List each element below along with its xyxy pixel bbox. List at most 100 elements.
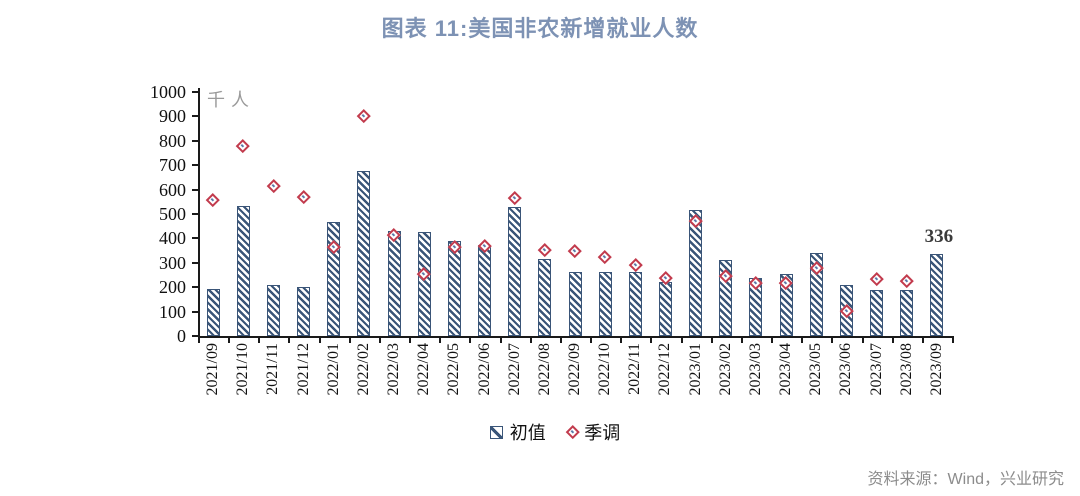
x-axis-tick	[499, 338, 502, 343]
x-axis-tick	[952, 338, 954, 343]
bar-initial-value	[779, 274, 793, 336]
x-axis-tick	[680, 338, 683, 343]
legend-item-initial: 初值	[489, 419, 546, 445]
y-axis-tick	[192, 164, 198, 167]
seasonally-adjusted-marker-icon	[900, 273, 914, 288]
x-axis-tick-label: 2022/08	[535, 343, 553, 396]
x-axis-tick-label: 2022/03	[385, 343, 403, 396]
bar-initial-value	[598, 272, 612, 336]
hatched-bar-swatch-icon	[489, 425, 503, 439]
y-axis-tick-label: 400	[159, 228, 186, 249]
x-axis-tick-label: 2022/12	[656, 343, 674, 396]
bar-initial-value	[900, 290, 914, 336]
x-axis-tick	[650, 338, 653, 343]
x-axis-tick-label: 2022/10	[596, 343, 614, 396]
x-axis-tick	[620, 338, 623, 343]
x-axis-tick-label: 2023/01	[686, 343, 704, 396]
x-axis-tick	[559, 338, 562, 343]
bar-initial-value	[870, 290, 884, 336]
x-axis-tick	[288, 338, 291, 343]
x-axis-tick	[228, 338, 231, 343]
x-axis-tick	[831, 338, 834, 343]
x-axis-tick-label: 2022/09	[566, 343, 583, 396]
x-axis-tick	[710, 338, 713, 343]
bar-initial-value	[387, 230, 401, 336]
y-axis-tick	[192, 261, 198, 264]
y-axis-tick	[192, 188, 198, 191]
seasonally-adjusted-marker-icon	[598, 250, 612, 264]
legend-label-seasonally-adjusted: 季调	[584, 423, 621, 443]
bar-initial-value	[568, 271, 582, 336]
seasonally-adjusted-marker-icon	[568, 243, 582, 258]
x-axis-tick-label: 2023/03	[746, 343, 764, 396]
y-axis-tick	[192, 115, 198, 118]
bar-initial-value	[417, 231, 431, 336]
y-axis	[198, 88, 200, 336]
data-source-note: 资料来源：Wind，兴业研究	[867, 471, 1064, 488]
x-axis-tick-label: 2023/02	[716, 343, 734, 396]
seasonally-adjusted-marker-icon	[628, 258, 643, 272]
chart-legend: 初值 季调	[198, 419, 912, 445]
bar-initial-value	[809, 253, 823, 336]
seasonally-adjusted-marker-icon	[266, 179, 281, 193]
chart-title: 图表 11:美国非农新增就业人数	[381, 16, 699, 41]
seasonally-adjusted-marker-icon	[357, 108, 371, 123]
y-axis-tick	[192, 335, 198, 337]
y-axis-tick-label: 500	[159, 204, 186, 224]
y-axis-unit-label: 千人	[207, 90, 255, 110]
x-axis	[198, 336, 954, 338]
x-axis-tick-label: 2022/02	[354, 343, 372, 396]
x-axis-tick-label: 2023/04	[777, 343, 795, 396]
x-axis-tick-label: 2023/07	[867, 343, 885, 396]
bar-initial-value	[357, 170, 371, 336]
y-axis-tick-label: 100	[159, 301, 186, 322]
bar-initial-value	[297, 287, 311, 336]
bar-initial-value	[538, 259, 552, 336]
seasonally-adjusted-marker-icon	[236, 139, 250, 153]
legend-item-seasonally-adjusted: 季调	[565, 419, 621, 445]
seasonally-adjusted-marker-icon	[206, 193, 220, 207]
y-axis-tick-label: 1000	[150, 82, 186, 102]
seasonally-adjusted-marker-icon	[538, 243, 552, 257]
x-axis-tick	[439, 338, 442, 343]
x-axis-tick-label: 2022/11	[626, 343, 644, 395]
x-axis-tick-label: 2022/06	[475, 343, 493, 396]
red-diamond-swatch-icon	[565, 425, 580, 439]
x-axis-tick	[378, 338, 381, 343]
x-axis-tick	[891, 338, 894, 343]
bar-initial-value	[206, 288, 220, 336]
x-axis-tick	[409, 338, 412, 343]
bar-initial-value	[658, 281, 672, 336]
y-axis-tick-label: 600	[159, 179, 186, 200]
x-axis-tick-label: 2021/09	[204, 343, 222, 396]
y-axis-tick-label: 700	[159, 155, 186, 176]
x-axis-tick	[740, 338, 743, 343]
x-axis-tick	[318, 338, 321, 343]
x-axis-tick-label: 2023/05	[807, 343, 825, 396]
x-axis-tick-label: 2023/09	[927, 343, 945, 396]
x-axis-tick-label: 2022/04	[415, 343, 433, 396]
x-axis-tick-label: 2023/08	[897, 343, 915, 396]
x-axis-tick-label: 2022/05	[445, 343, 463, 396]
y-axis-tick-label: 900	[159, 106, 186, 127]
bar-initial-value	[930, 254, 944, 336]
last-value-annotation: 336	[924, 226, 954, 248]
y-axis-tick-label: 300	[159, 252, 186, 273]
seasonally-adjusted-marker-icon	[869, 271, 884, 286]
x-axis-tick	[590, 338, 593, 343]
x-axis-tick	[771, 338, 774, 343]
bar-initial-value	[266, 284, 280, 336]
bar-initial-value	[447, 240, 461, 336]
x-axis-tick-label: 2021/12	[294, 343, 312, 396]
x-axis-tick	[921, 338, 924, 343]
x-axis-tick	[348, 338, 351, 343]
y-axis-tick	[192, 213, 198, 215]
y-axis-tick-label: 800	[159, 130, 186, 151]
bar-initial-value	[508, 207, 522, 336]
x-axis-tick-label: 2021/11	[264, 343, 282, 395]
y-axis-tick-label: 200	[159, 277, 186, 298]
x-axis-tick	[469, 338, 472, 343]
y-axis-tick	[192, 139, 198, 142]
bar-initial-value	[628, 271, 642, 336]
